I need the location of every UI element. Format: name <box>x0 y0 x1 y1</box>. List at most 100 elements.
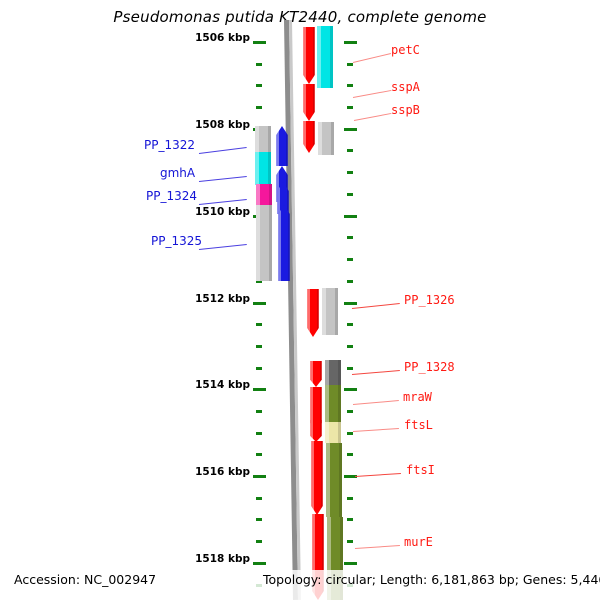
gene-cog-box[interactable] <box>256 184 272 206</box>
glyph-highlight <box>278 205 281 281</box>
gene-arrow-forward[interactable] <box>310 514 326 600</box>
ruler-tick-minor <box>347 367 353 370</box>
gene-arrow-forward[interactable] <box>301 27 317 84</box>
gene-name-label[interactable]: petC <box>391 43 420 57</box>
topology-text: Topology: circular; Length: 6,181,863 bp… <box>263 572 600 587</box>
glyph-highlight <box>310 387 313 432</box>
gene-arrow-forward[interactable] <box>305 289 321 337</box>
gene-arrow-reverse[interactable] <box>274 126 290 166</box>
gene-cog-box[interactable] <box>325 360 341 385</box>
glyph-highlight <box>325 422 330 443</box>
gene-name-label[interactable]: PP_1326 <box>404 293 455 307</box>
ruler-tick-major <box>253 562 266 565</box>
gene-cog-box[interactable] <box>255 126 271 154</box>
ruler-tick-minor <box>256 367 262 370</box>
glyph-shadow <box>319 420 322 442</box>
accession-text: Accession: NC_002947 <box>14 572 157 587</box>
ruler-tick-minor <box>347 540 353 543</box>
gene-arrow-forward[interactable] <box>301 84 317 121</box>
gene-name-label[interactable]: PP_1322 <box>144 138 196 152</box>
gene-arrow-forward[interactable] <box>308 420 324 442</box>
glyph-highlight <box>310 361 313 387</box>
gene-arrow-forward[interactable] <box>309 441 325 515</box>
ruler-tick-major <box>253 475 266 478</box>
gene-leader-line <box>198 244 248 250</box>
glyph-highlight <box>255 152 260 185</box>
gene-name-label[interactable]: mraW <box>403 390 432 404</box>
gene-cog-box[interactable] <box>318 122 334 155</box>
gene-leader-line <box>354 545 401 549</box>
glyph-shadow <box>285 126 288 166</box>
glyph-shadow <box>337 422 341 443</box>
gene-name-label[interactable]: sspA <box>391 80 420 94</box>
glyph-highlight <box>276 126 279 166</box>
gene-arrow-forward[interactable] <box>308 387 324 432</box>
gene-cog-box[interactable] <box>256 205 272 281</box>
ruler-label: 1510 kbp <box>195 206 250 218</box>
glyph-shadow <box>319 387 322 432</box>
ruler-tick-minor <box>256 432 262 435</box>
gene-leader-line <box>352 53 392 63</box>
glyph-shadow <box>320 441 323 515</box>
gene-cog-box[interactable] <box>317 26 333 88</box>
glyph-highlight <box>303 27 306 84</box>
gene-cog-box[interactable] <box>325 385 341 422</box>
ruler-tick-major <box>344 302 357 305</box>
gene-name-label[interactable]: PP_1328 <box>404 360 455 374</box>
glyph-shadow <box>312 27 315 84</box>
ruler-tick-minor <box>256 518 262 521</box>
ruler-tick-major <box>344 215 357 218</box>
ruler-tick-minor <box>256 453 262 456</box>
gene-leader-line <box>351 303 401 309</box>
gene-arrow-reverse[interactable] <box>276 205 292 281</box>
glyph-highlight <box>317 26 322 88</box>
gene-arrow-reverse[interactable] <box>275 182 291 214</box>
glyph-shadow <box>330 122 334 155</box>
ruler-tick-minor <box>347 84 353 87</box>
ruler-tick-minor <box>347 280 353 283</box>
glyph-shadow <box>312 84 315 121</box>
ruler-tick-minor <box>256 63 262 66</box>
ruler-tick-major <box>253 41 266 44</box>
gene-cog-box[interactable] <box>326 443 342 517</box>
gene-leader-line <box>354 473 402 477</box>
ruler-tick-minor <box>256 497 262 500</box>
gene-name-label[interactable]: gmhA <box>160 166 196 180</box>
gene-leader-line <box>352 90 392 98</box>
ruler-tick-minor <box>256 280 262 283</box>
gene-name-label[interactable]: ftsI <box>406 463 435 477</box>
gene-leader-line <box>353 113 392 121</box>
gene-arrow-forward[interactable] <box>308 361 324 387</box>
ruler-tick-minor <box>347 453 353 456</box>
ruler-tick-minor <box>256 410 262 413</box>
gene-leader-line <box>351 370 401 375</box>
glyph-shadow <box>286 182 289 214</box>
glyph-highlight <box>311 441 314 515</box>
gene-cog-box[interactable] <box>322 288 338 335</box>
ruler-tick-major <box>344 562 357 565</box>
ruler-tick-minor <box>347 63 353 66</box>
ruler-tick-major <box>344 128 357 131</box>
glyph-shadow <box>337 385 341 422</box>
gene-leader-line <box>352 400 400 405</box>
gene-cog-box[interactable] <box>325 422 341 443</box>
gene-arrow-forward[interactable] <box>301 121 317 153</box>
glyph-shadow <box>321 514 324 600</box>
glyph-highlight <box>277 182 280 214</box>
ruler-tick-minor <box>347 518 353 521</box>
ruler-tick-minor <box>347 432 353 435</box>
gene-name-label[interactable]: sspB <box>391 103 420 117</box>
ruler-label: 1506 kbp <box>195 32 250 44</box>
gene-name-label[interactable]: murE <box>404 535 433 549</box>
gene-name-label[interactable]: PP_1325 <box>151 234 203 248</box>
ruler-tick-minor <box>347 323 353 326</box>
glyph-highlight <box>256 205 261 281</box>
glyph-shadow <box>267 126 271 154</box>
gene-name-label[interactable]: PP_1324 <box>146 189 198 203</box>
gene-cog-box[interactable] <box>255 152 271 185</box>
gene-name-label[interactable]: ftsL <box>404 418 433 432</box>
glyph-highlight <box>322 288 327 335</box>
ruler-tick-major <box>253 388 266 391</box>
glyph-highlight <box>312 514 315 600</box>
